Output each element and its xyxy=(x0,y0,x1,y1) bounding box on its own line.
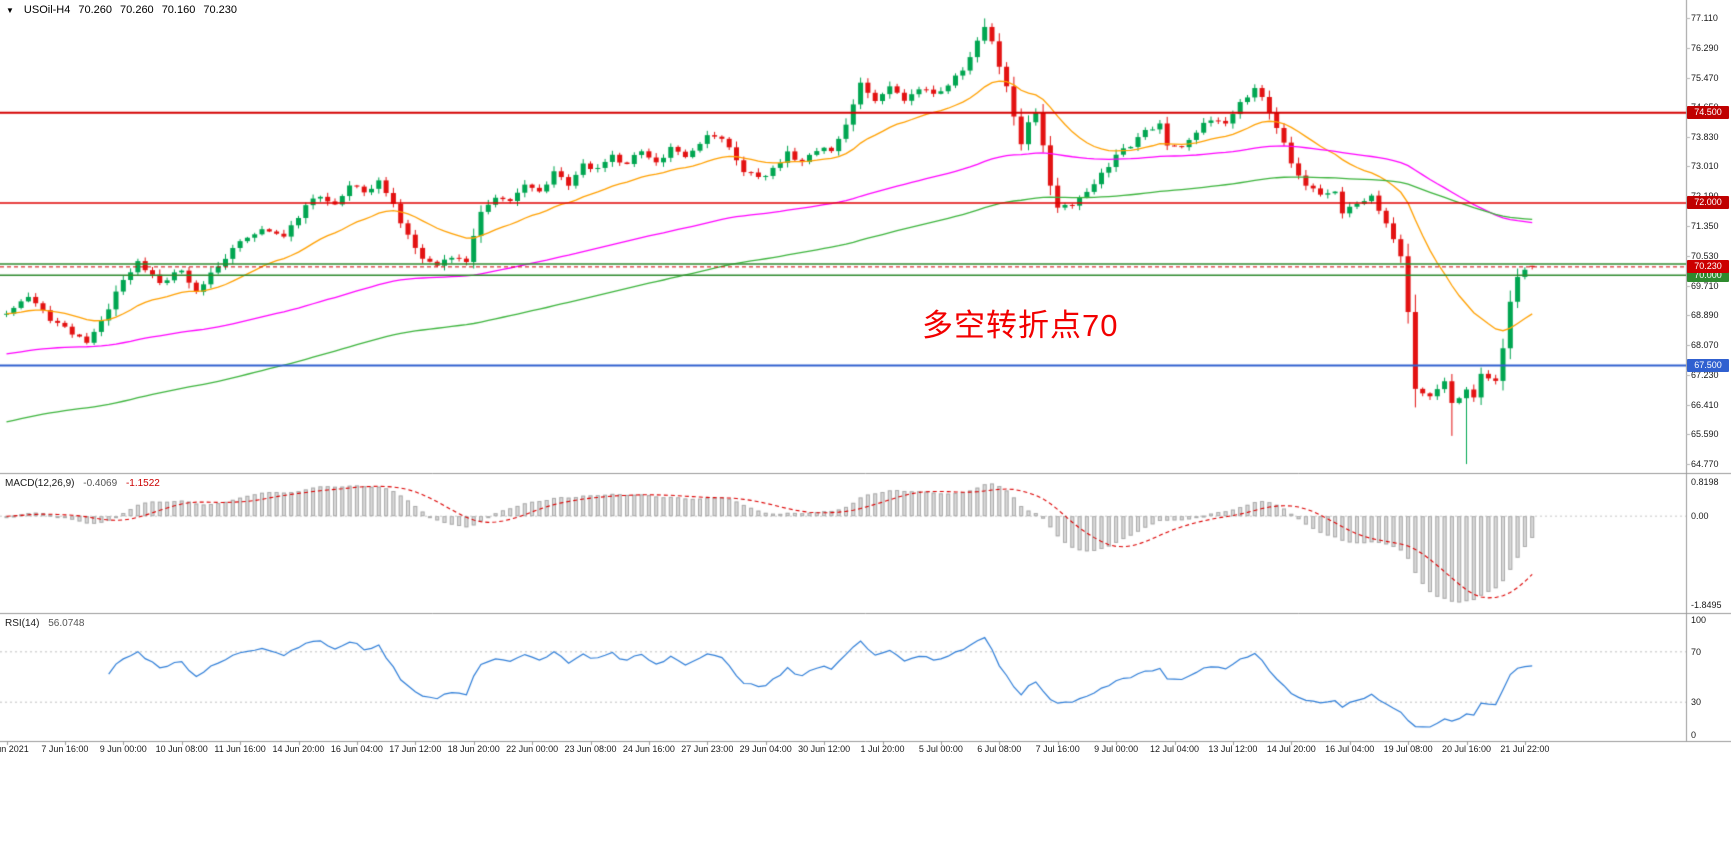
trading-chart-window: ▼ USOil-H4 70.260 70.260 70.160 70.230 M… xyxy=(0,0,1731,841)
candlestick-chart-canvas[interactable] xyxy=(0,0,1731,841)
